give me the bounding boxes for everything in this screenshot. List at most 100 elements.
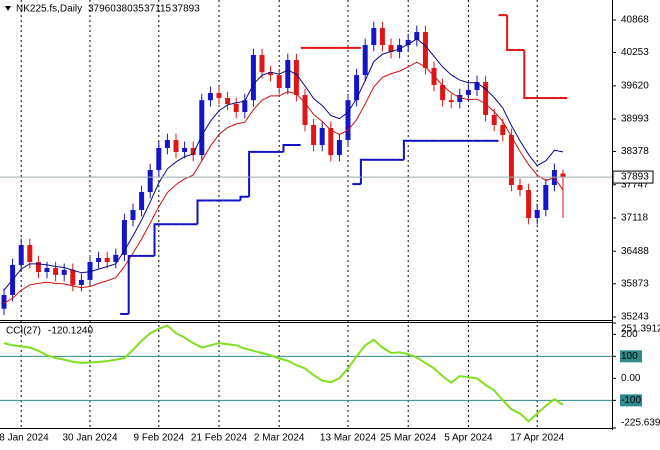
candle-body [190,147,196,156]
candle-body [293,60,299,95]
candle-body [78,279,84,285]
candle-body [130,209,136,221]
candle-body [96,258,102,262]
trailing-stop [402,139,413,160]
candle-body [302,94,308,125]
last-price-label: 37893 [621,172,649,183]
trailing-stop [248,150,258,197]
candle-body [216,93,222,99]
level-label-box [620,350,642,363]
candle-body [276,75,282,89]
y-tick-label: 37747 [621,179,649,190]
x-tick-label: 18 Jan 2024 [0,433,49,444]
chart-title: NK225.fs,Daily [16,4,82,15]
trailing-stop [282,144,293,152]
y-tick-label: 40253 [621,47,649,58]
candle-body [156,147,162,171]
candle-body [182,147,188,152]
candle-body [1,294,7,309]
y-tick-label: 200 [621,329,638,340]
x-tick-label: 2 Mar 2024 [254,433,305,444]
candle-body [199,100,205,156]
trailing-stop [239,195,250,201]
last-price-box [612,170,654,184]
y-tick-label: 35243 [621,312,649,323]
candle-body [104,258,110,262]
candle-body [448,100,454,102]
candle-body [422,31,428,68]
candle-body [233,104,239,113]
candle-body [44,268,50,273]
candle-body [414,31,420,40]
trailing-stop [506,15,516,51]
ohlc-close: 37893 [172,4,200,15]
candle-body [61,269,67,275]
x-tick-label: 5 Apr 2024 [444,433,493,444]
trailing-stop [127,254,138,314]
candle-body [311,124,317,146]
candle-body [121,220,127,255]
candle-body [474,81,480,90]
candle-body [18,244,24,265]
trailing-stop [196,199,207,225]
x-tick-label: 25 Mar 2024 [380,433,437,444]
candle-body [379,28,385,45]
candle-body [560,173,566,178]
y-tick-label: 37118 [621,213,649,224]
candle-body [517,184,523,191]
candle-body [259,55,265,73]
candle-body [405,39,411,45]
candle-body [173,140,179,152]
candle-body [508,134,514,185]
candle-body [500,124,506,135]
y-tick-label: 35873 [621,278,649,289]
level-label-box [620,394,642,407]
candle-body [526,190,532,218]
candle-body [534,209,540,218]
y-tick-label: 38378 [621,146,649,157]
y-tick-label: 100 [621,351,638,362]
candle-body [354,75,360,101]
candle-body [371,28,377,45]
candle-body [388,44,394,52]
menu-triangle [5,6,11,11]
candle-body [328,127,334,156]
y-tick-label: -100 [621,395,641,406]
moving-average [3,38,564,291]
candle-body [483,81,489,115]
candle-body [87,261,93,280]
trailing-stop [359,158,370,185]
candle-body [53,268,59,275]
candle-body [491,114,497,125]
candle-body [345,100,351,141]
candle-body [543,184,549,210]
ohlc-low: 37115 [144,4,172,15]
candle-body [207,93,213,101]
candle-body [285,60,291,89]
y-tick-label: 39620 [621,81,649,92]
candle-body [319,127,325,146]
candle-body [164,140,170,148]
candle-body [242,100,248,113]
indicator-line [3,324,564,423]
ohlc-high: 38035 [116,4,144,15]
y-tick-label: -225.639 [621,418,660,429]
ohlc-open: 37960 [88,4,116,15]
moving-average [3,61,564,304]
candle-body [113,254,119,262]
candle-body [147,170,153,193]
candle-body [139,192,145,210]
candle-body [465,89,471,95]
y-tick-label: 38993 [621,114,649,125]
indicator-title: CCI(27) [6,326,41,337]
candle-body [225,98,231,105]
trailing-stop [153,223,164,256]
x-tick-label: 30 Jan 2024 [62,433,117,444]
candle-body [268,72,274,76]
x-tick-label: 17 Apr 2024 [510,433,564,444]
x-tick-label: 21 Feb 2024 [191,433,248,444]
candle-body [457,94,463,102]
x-tick-label: 13 Mar 2024 [320,433,377,444]
candle-body [362,44,368,76]
